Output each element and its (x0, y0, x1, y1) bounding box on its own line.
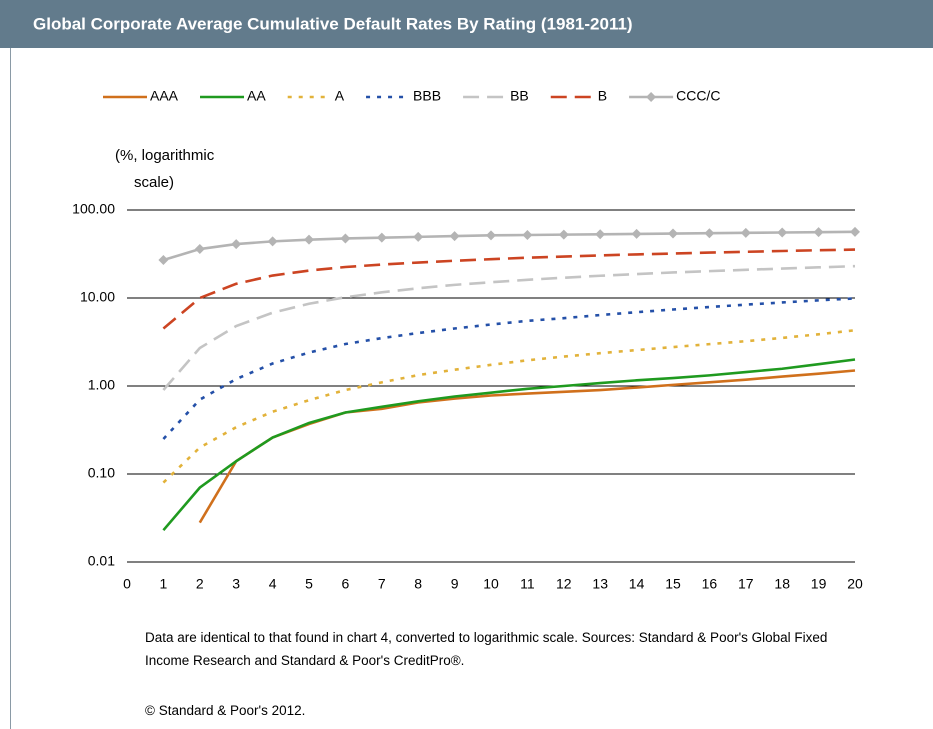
x-tick-label: 19 (811, 576, 827, 592)
marker (413, 231, 424, 242)
series-line (162, 264, 856, 391)
marker (595, 229, 606, 240)
y-tick-label: 0.10 (88, 465, 115, 481)
x-tick-label: 15 (665, 576, 681, 592)
y-axis-label: scale) (134, 174, 174, 191)
legend-label: BB (510, 88, 529, 104)
marker (850, 226, 860, 237)
x-tick-label: 8 (414, 576, 422, 592)
marker (740, 227, 751, 238)
series-line (162, 328, 856, 484)
legend-label: A (335, 88, 345, 104)
footnote: Data are identical to that found in char… (145, 630, 828, 668)
y-tick-label: 0.01 (88, 553, 115, 569)
marker (267, 236, 278, 247)
marker (340, 233, 351, 244)
marker (704, 228, 715, 239)
x-tick-label: 14 (629, 576, 645, 592)
y-tick-label: 10.00 (80, 289, 115, 305)
x-tick-label: 6 (342, 576, 350, 592)
x-tick-label: 12 (556, 576, 572, 592)
x-tick-label: 16 (702, 576, 718, 592)
x-tick-label: 13 (592, 576, 608, 592)
x-tick-label: 0 (123, 576, 131, 592)
series-line (198, 369, 856, 524)
x-tick-label: 5 (305, 576, 313, 592)
x-tick-label: 2 (196, 576, 204, 592)
marker (194, 244, 205, 255)
marker (777, 227, 788, 238)
marker (813, 227, 824, 238)
marker (231, 239, 242, 250)
legend-label: CCC/C (676, 88, 720, 104)
x-tick-label: 11 (520, 576, 535, 592)
series-line (162, 297, 856, 440)
x-tick-label: 20 (847, 576, 863, 592)
marker (304, 234, 314, 245)
x-tick-label: 17 (738, 576, 754, 592)
marker (668, 228, 678, 239)
chart-title: Global Corporate Average Cumulative Defa… (33, 14, 633, 33)
y-axis-label: (%, logarithmic (115, 147, 215, 164)
legend-label: BBB (413, 88, 441, 104)
legend-label: AAA (150, 88, 179, 104)
y-tick-label: 100.00 (72, 201, 115, 217)
x-tick-label: 18 (774, 576, 790, 592)
marker (558, 229, 569, 240)
x-tick-label: 9 (451, 576, 459, 592)
copyright: © Standard & Poor's 2012. (145, 703, 306, 718)
series-line (163, 230, 856, 262)
x-tick-label: 3 (232, 576, 240, 592)
y-tick-label: 1.00 (88, 377, 115, 393)
x-tick-label: 4 (269, 576, 277, 592)
series-line (162, 358, 856, 532)
x-tick-label: 1 (160, 576, 168, 592)
marker (486, 230, 496, 241)
marker (522, 229, 533, 240)
legend-marker (646, 92, 657, 102)
legend-label: AA (247, 88, 266, 104)
marker (449, 231, 460, 242)
x-tick-label: 10 (483, 576, 499, 592)
x-tick-label: 7 (378, 576, 386, 592)
marker (631, 228, 642, 239)
header-bar (0, 0, 933, 48)
legend-label: B (598, 88, 607, 104)
marker (158, 255, 169, 266)
marker (376, 232, 387, 243)
series-line (162, 248, 856, 330)
